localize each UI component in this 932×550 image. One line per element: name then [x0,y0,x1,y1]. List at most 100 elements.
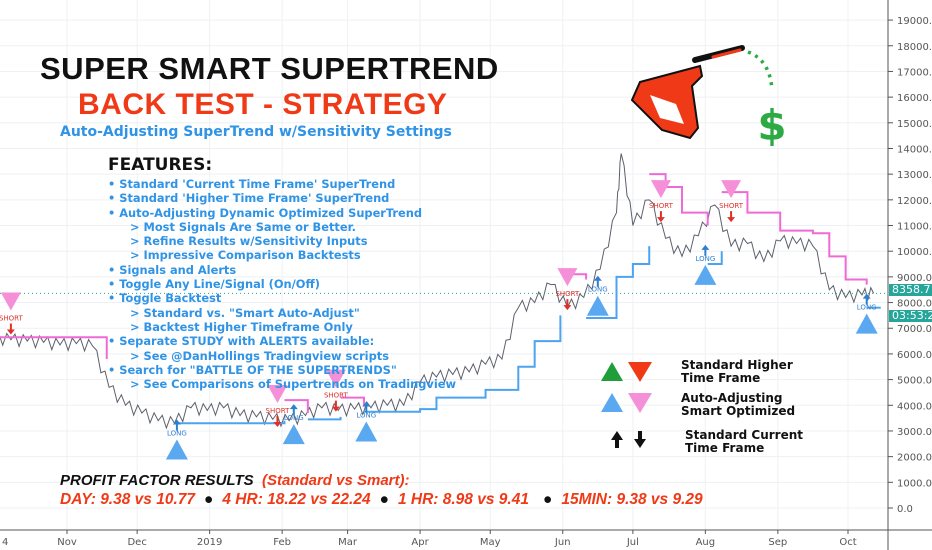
feature-item: > Backtest Higher Timeframe Only [130,319,353,334]
supertrend-short-segment [284,399,309,413]
x-tick-label: Nov [57,537,77,548]
result-15min: 15MIN: 9.38 vs 9.29 [561,491,703,508]
chart-grid [0,0,888,530]
short-label: SHORT [0,315,24,323]
profit-factor-results: DAY: 9.38 vs 10.77 ● 4 HR: 18.22 vs 22.24 ●… [60,491,703,509]
long-signal: LONG [694,244,717,285]
short-arrow-icon [273,416,282,428]
long-triangle-icon [855,313,878,334]
time-axis[interactable]: 4 Nov Dec 2019 Feb Mar Apr May Jun Jul Aug Sep Oct [0,530,857,548]
chart-series [0,153,888,430]
long-triangle-icon [282,424,305,445]
x-tick-label: Jun [554,537,571,548]
x-tick-label: Oct [839,537,856,548]
dollar-sign: $ [757,101,786,150]
short-triangle-icon [325,369,346,388]
x-tick-label: Feb [273,537,291,548]
y-tick-label: 2000.0 [897,453,932,464]
profit-factor-title: PROFIT FACTOR RESULTS [60,472,254,489]
short-label: SHORT [266,407,291,415]
short-triangle-icon [267,385,288,404]
long-signal: LONG [282,404,305,445]
short-label: SHORT [324,392,349,400]
short-label: SHORT [719,202,744,210]
short-signal: SHORT [649,180,674,223]
long-signal: LONG [165,419,188,460]
profit-factor-note: (Standard vs Smart): [261,472,410,489]
short-arrow-icon [331,400,340,412]
y-tick-label: 13000.0 [897,170,932,181]
long-arrow-icon [593,275,602,287]
countdown-tag: 03:53:26 [889,310,932,322]
feature-item: > Most Signals Are Same or Better. [130,219,356,234]
main-subtitle: BACK TEST - STRATEGY [78,88,448,121]
x-tick-label: Jul [626,537,639,548]
long-arrow-icon [172,419,181,431]
y-tick-label: 17000.0 [897,67,932,78]
y-tick-label: 15000.0 [897,119,932,130]
legend-pink-down-triangle-icon [628,393,652,413]
long-triangle-icon [694,264,717,285]
y-tick-label: 0.0 [897,504,913,515]
legend-red-down-triangle-icon [628,362,652,382]
y-tick-label: 3000.0 [897,427,932,438]
feature-item: > Standard vs. "Smart Auto-Adjust" [130,305,360,320]
short-label: SHORT [649,202,674,210]
x-tick-label: 4 [2,537,8,548]
legend-blue-up-triangle-icon [601,393,623,412]
result-day: DAY: 9.38 vs 10.77 [60,491,195,508]
supertrend-short-segment [0,336,108,360]
y-tick-label: 9000.0 [897,273,932,284]
long-signal: LONG [855,293,878,334]
feature-item: > Impressive Comparison Backtests [130,248,361,263]
x-tick-label: Mar [338,537,358,548]
long-signal: LONG [586,275,609,316]
y-tick-label: 8000.0 [897,299,932,310]
legend-green-up-triangle-icon [601,362,623,381]
short-signal: SHORT [324,369,349,412]
feature-item: > See Comparisons of Supertrends on Trad… [130,377,456,392]
price-axis[interactable]: 0.0 1000.0 2000.0 3000.0 4000.0 5000.0 6000.0 7… [888,16,932,515]
feature-item: > See @DanHollings Tradingview scripts [130,348,389,363]
supertrend-short-segment [340,396,365,406]
y-tick-label: 16000.0 [897,93,932,104]
short-signal: SHORT [719,180,744,223]
separator: ● [379,491,389,508]
short-arrow-icon [6,323,15,335]
x-tick-label: Sep [768,537,787,548]
feature-item: • Search for "BATTLE OF THE SUPERTRENDS" [108,362,397,377]
long-arrow-icon [289,404,298,416]
y-tick-label: 1000.0 [897,478,932,489]
supertrend-long-segment [707,251,723,266]
supertrend-short-segment [721,191,868,285]
result-1hr: 1 HR: 8.98 vs 9.41 [397,491,529,508]
feature-item: • Signals and Alerts [108,262,237,277]
features-heading: FEATURES: [108,155,213,175]
long-signal: LONG [355,401,378,442]
features-list: • Standard 'Current Time Frame' SuperTre… [108,177,456,391]
short-label: SHORT [555,290,580,298]
supertrend-long-segment [176,420,286,425]
y-tick-label: 19000.0 [897,16,932,27]
feature-item: • Standard 'Higher Time Frame' SuperTren… [108,191,390,206]
long-label: LONG [356,412,376,420]
long-arrow-icon [362,401,371,413]
short-signal: SHORT [0,292,24,335]
feature-item: • Toggle Any Line/Signal (On/Off) [108,277,320,292]
short-triangle-icon [650,180,671,199]
supertrend-short-segment [649,173,709,226]
long-label: LONG [284,414,304,422]
flask-logo-icon: $ [630,45,787,150]
legend-up-arrow-icon [611,431,623,448]
result-4hr: 4 HR: 18.22 vs 22.24 [222,491,371,508]
price-line [0,153,875,430]
profit-factor-heading: PROFIT FACTOR RESULTS (Standard vs Smart… [60,472,410,489]
y-tick-label: 12000.0 [897,196,932,207]
legend-down-arrow-icon [634,431,646,448]
long-label: LONG [588,286,608,294]
long-label: LONG [167,430,187,438]
long-label: LONG [857,304,877,312]
short-signal: SHORT [266,385,291,428]
short-arrow-icon [727,211,736,223]
